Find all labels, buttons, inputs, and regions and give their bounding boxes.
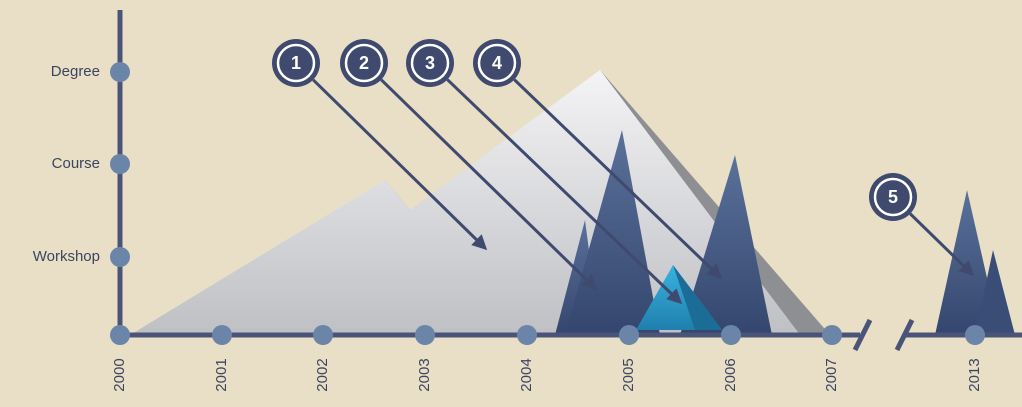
- callout-number: 2: [359, 53, 369, 73]
- axis-dot: [619, 325, 639, 345]
- x-label: 2007: [823, 358, 840, 391]
- x-label: 2001: [213, 358, 230, 391]
- y-level-label: Workshop: [33, 248, 100, 265]
- axis-dot: [822, 325, 842, 345]
- axis-dot: [110, 62, 130, 82]
- x-label: 2006: [722, 358, 739, 391]
- y-level-label: Degree: [51, 63, 100, 80]
- axis-dot: [110, 154, 130, 174]
- x-label: 2013: [966, 358, 983, 391]
- x-label: 2002: [314, 358, 331, 391]
- axis-dot: [110, 325, 130, 345]
- axis-dot: [110, 247, 130, 267]
- axis-dot: [313, 325, 333, 345]
- axis-dot: [721, 325, 741, 345]
- x-label: 2004: [518, 358, 535, 391]
- timeline-diagram: Degree Course Workshop 2000 2001 2002 2003 2004…: [0, 0, 1022, 407]
- callout-number: 1: [291, 53, 301, 73]
- axis-dot: [212, 325, 232, 345]
- callout-number: 5: [888, 187, 898, 207]
- axis-dot: [965, 325, 985, 345]
- callout-number: 3: [425, 53, 435, 73]
- x-label: 2000: [111, 358, 128, 391]
- callout-number: 4: [492, 53, 502, 73]
- x-label: 2005: [620, 358, 637, 391]
- x-label: 2003: [416, 358, 433, 391]
- axis-dot: [415, 325, 435, 345]
- y-level-label: Course: [52, 155, 100, 172]
- axis-dot: [517, 325, 537, 345]
